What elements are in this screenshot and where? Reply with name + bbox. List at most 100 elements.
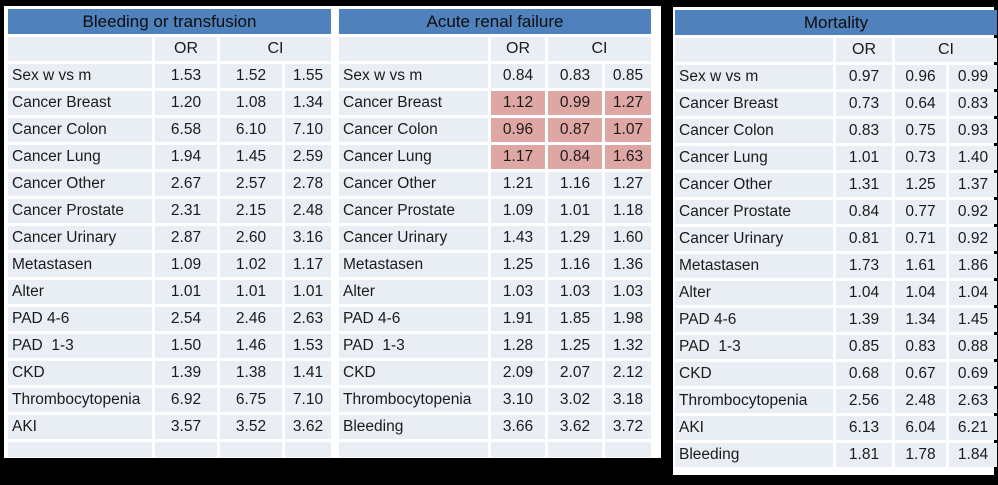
ci-high-value: 2.12 — [605, 361, 651, 385]
ci-low-value: 3.02 — [548, 388, 602, 412]
ci-high-value: 2.63 — [285, 307, 331, 331]
ci-high-value: 2.59 — [285, 145, 331, 169]
spacer-cell — [491, 442, 545, 457]
or-value: 0.85 — [836, 335, 892, 359]
ci-high-value: 2.78 — [285, 172, 331, 196]
ci-high-value: 1.17 — [285, 253, 331, 277]
row-label: PAD 4-6 — [339, 307, 488, 331]
row-label: AKI — [675, 416, 833, 440]
row-label: Thrombocytopenia — [339, 388, 488, 412]
or-value: 1.53 — [155, 64, 217, 88]
or-value: 0.96 — [491, 118, 545, 142]
ci-high-value: 1.45 — [949, 308, 997, 332]
or-value: 2.31 — [155, 199, 217, 223]
ci-high-value: 1.27 — [605, 91, 651, 115]
or-column-header: OR — [155, 37, 217, 61]
ci-high-value: 7.10 — [285, 118, 331, 142]
row-label: AKI — [8, 415, 152, 439]
row-label: Sex w vs m — [339, 64, 488, 88]
ci-low-value: 0.71 — [895, 227, 946, 251]
row-label: Sex w vs m — [675, 65, 833, 89]
row-label: Sex w vs m — [8, 64, 152, 88]
ci-low-value: 1.52 — [220, 64, 282, 88]
ci-low-value: 2.46 — [220, 307, 282, 331]
ci-low-value: 2.15 — [220, 199, 282, 223]
table-title: Mortality — [675, 10, 997, 35]
ci-high-value: 3.62 — [285, 415, 331, 439]
or-value: 3.66 — [491, 415, 545, 439]
ci-low-value: 2.48 — [895, 389, 946, 413]
spacer-cell — [285, 442, 331, 457]
or-value: 1.31 — [836, 173, 892, 197]
ci-high-value: 7.10 — [285, 388, 331, 412]
column-header-empty — [675, 38, 833, 62]
ci-low-value: 1.46 — [220, 334, 282, 358]
ci-high-value: 3.18 — [605, 388, 651, 412]
ci-low-value: 6.04 — [895, 416, 946, 440]
row-label: Cancer Colon — [339, 118, 488, 142]
ci-low-value: 1.01 — [220, 280, 282, 304]
or-value: 0.73 — [836, 92, 892, 116]
ci-column-header: CI — [548, 37, 651, 61]
table-title: Acute renal failure — [339, 9, 651, 34]
row-label: Cancer Lung — [339, 145, 488, 169]
ci-high-value: 0.93 — [949, 119, 997, 143]
ci-low-value: 0.84 — [548, 145, 602, 169]
ci-high-value: 1.03 — [605, 280, 651, 304]
ci-low-value: 0.87 — [548, 118, 602, 142]
ci-low-value: 0.75 — [895, 119, 946, 143]
row-label: Cancer Colon — [8, 118, 152, 142]
ci-low-value: 1.61 — [895, 254, 946, 278]
bleeding-or-transfusion-table: Bleeding or transfusion OR CI Sex w vs m… — [8, 9, 331, 458]
row-label: Alter — [675, 281, 833, 305]
column-header-empty — [8, 37, 152, 61]
spacer-cell — [155, 442, 217, 457]
or-value: 1.43 — [491, 226, 545, 250]
table-title: Bleeding or transfusion — [8, 9, 331, 34]
ci-low-value: 0.67 — [895, 362, 946, 386]
left-tables-panel: Bleeding or transfusion OR CI Sex w vs m… — [4, 6, 661, 458]
or-value: 1.04 — [836, 281, 892, 305]
ci-high-value: 1.18 — [605, 199, 651, 223]
or-value: 0.84 — [491, 64, 545, 88]
ci-low-value: 1.85 — [548, 307, 602, 331]
ci-low-value: 6.75 — [220, 388, 282, 412]
ci-high-value: 1.40 — [949, 146, 997, 170]
row-label: Metastasen — [339, 253, 488, 277]
ci-low-value: 1.01 — [548, 199, 602, 223]
or-value: 1.28 — [491, 334, 545, 358]
row-label: Cancer Lung — [675, 146, 833, 170]
ci-low-value: 1.45 — [220, 145, 282, 169]
or-value: 6.13 — [836, 416, 892, 440]
ci-low-value: 2.60 — [220, 226, 282, 250]
spacer-cell — [339, 442, 488, 457]
ci-high-value: 1.63 — [605, 145, 651, 169]
right-tables-panel: Mortality OR CI Sex w vs m 0.97 0.96 0.99 Ca… — [673, 7, 997, 475]
ci-high-value: 1.98 — [605, 307, 651, 331]
row-label: PAD 4-6 — [675, 308, 833, 332]
ci-low-value: 0.83 — [548, 64, 602, 88]
column-header-empty — [339, 37, 488, 61]
or-value: 1.50 — [155, 334, 217, 358]
ci-low-value: 2.57 — [220, 172, 282, 196]
ci-high-value: 0.69 — [949, 362, 997, 386]
or-value: 1.81 — [836, 443, 892, 467]
spacer-cell — [548, 442, 602, 457]
ci-low-value: 1.29 — [548, 226, 602, 250]
row-label: PAD 4-6 — [8, 307, 152, 331]
ci-high-value: 0.85 — [605, 64, 651, 88]
ci-low-value: 0.77 — [895, 200, 946, 224]
row-label: Cancer Prostate — [8, 199, 152, 223]
or-value: 3.57 — [155, 415, 217, 439]
ci-high-value: 2.48 — [285, 199, 331, 223]
or-value: 0.68 — [836, 362, 892, 386]
ci-low-value: 1.02 — [220, 253, 282, 277]
ci-high-value: 1.07 — [605, 118, 651, 142]
or-value: 0.84 — [836, 200, 892, 224]
ci-high-value: 0.99 — [949, 65, 997, 89]
row-label: Cancer Urinary — [675, 227, 833, 251]
ci-low-value: 1.78 — [895, 443, 946, 467]
or-value: 0.81 — [836, 227, 892, 251]
or-value: 1.20 — [155, 91, 217, 115]
